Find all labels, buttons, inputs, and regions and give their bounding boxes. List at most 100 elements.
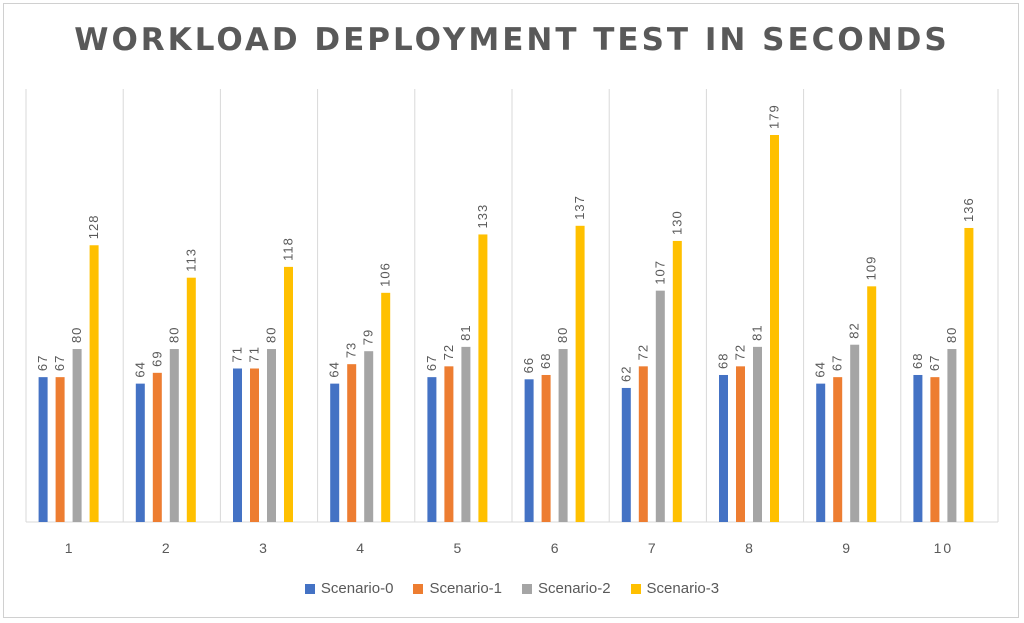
bar [55, 377, 65, 522]
bar [719, 374, 728, 522]
x-tick-label: 4 [356, 540, 364, 556]
data-label: 106 [378, 262, 393, 287]
x-tick-label: 9 [842, 540, 850, 556]
data-label: 80 [69, 327, 84, 343]
data-label: 80 [555, 327, 570, 343]
x-tick-label: 10 [934, 540, 954, 556]
bar [947, 349, 957, 522]
bar [250, 368, 259, 522]
bar [72, 349, 82, 522]
legend-swatch [304, 583, 315, 594]
bar [736, 366, 745, 522]
data-label: 81 [750, 324, 765, 340]
bar [930, 377, 940, 522]
data-label: 128 [86, 215, 101, 240]
data-label: 68 [716, 353, 731, 369]
bar [135, 383, 145, 522]
legend-label: Scenario-0 [320, 580, 394, 597]
bar [816, 383, 826, 522]
x-tick-label: 5 [454, 540, 462, 556]
bar [444, 366, 454, 522]
legend-swatch [630, 583, 641, 594]
legend-entry: Scenario-1 [413, 580, 502, 597]
data-label: 118 [281, 237, 296, 261]
data-label: 136 [961, 197, 976, 222]
x-tick-label: 8 [745, 540, 753, 556]
x-tick-label: 1 [65, 540, 73, 556]
bar [850, 344, 860, 522]
data-label: 71 [230, 346, 245, 362]
bar [347, 364, 357, 522]
bar [541, 374, 551, 522]
legend-entry: Scenario-2 [522, 580, 611, 597]
bar [381, 292, 391, 522]
bar [558, 349, 568, 522]
bar [461, 346, 471, 522]
bar [638, 366, 648, 522]
data-label: 130 [669, 210, 684, 235]
bar [152, 372, 162, 522]
legend-label: Scenario-3 [646, 580, 720, 597]
legend-swatch [522, 583, 532, 594]
bar [169, 349, 179, 522]
data-label: 109 [864, 256, 879, 281]
legend-label: Scenario-2 [538, 580, 611, 597]
data-label: 67 [424, 355, 439, 371]
bar [38, 377, 48, 522]
chart-title: WORKLOAD DEPLOYMENT TEST IN SECONDS [74, 22, 950, 58]
data-label: 62 [618, 365, 633, 381]
x-tick-label: 3 [259, 540, 267, 556]
bar [478, 234, 488, 522]
x-tick-label: 7 [648, 540, 656, 556]
data-label: 72 [441, 344, 456, 360]
bar [964, 227, 974, 522]
bar [655, 290, 665, 522]
data-label: 133 [475, 204, 490, 229]
data-label: 107 [652, 260, 667, 285]
legend-entry: Scenario-0 [304, 580, 394, 597]
bar [330, 383, 340, 522]
bar [89, 245, 99, 522]
data-label: 67 [52, 355, 67, 371]
legend-label: Scenario-1 [429, 580, 502, 597]
bar [364, 351, 374, 522]
data-label: 80 [166, 327, 181, 343]
bar [867, 286, 877, 522]
data-label: 64 [813, 361, 828, 377]
data-label: 67 [927, 355, 942, 371]
data-label: 64 [132, 361, 147, 377]
bar [186, 277, 196, 522]
data-label: 80 [264, 327, 279, 343]
bar [753, 346, 762, 522]
bar [233, 368, 242, 522]
data-label: 69 [149, 350, 164, 366]
legend: Scenario-0 Scenario-1 Scenario-2 Scenario-3 [0, 580, 1024, 597]
bar [913, 374, 923, 522]
bar [575, 225, 585, 522]
bar [524, 379, 534, 522]
data-label: 81 [458, 324, 473, 340]
x-tick-label: 2 [162, 540, 170, 556]
data-label: 72 [733, 344, 748, 360]
data-label: 68 [538, 353, 553, 369]
legend-swatch [413, 583, 424, 594]
data-label: 79 [361, 329, 376, 345]
bar [284, 266, 293, 522]
data-label: 68 [910, 353, 925, 369]
data-label: 113 [183, 248, 198, 272]
data-label: 64 [327, 361, 342, 377]
data-label: 73 [344, 342, 359, 358]
legend-entry: Scenario-3 [630, 580, 720, 597]
data-label: 137 [572, 195, 587, 220]
data-label: 82 [847, 322, 862, 338]
bar [672, 240, 682, 523]
data-label: 67 [35, 355, 50, 371]
data-label: 71 [247, 346, 262, 362]
data-label: 179 [767, 104, 782, 129]
x-tick-label: 6 [551, 540, 559, 556]
data-label: 67 [830, 355, 845, 371]
bar [833, 377, 843, 522]
bar [770, 135, 779, 522]
data-label: 80 [944, 327, 959, 343]
